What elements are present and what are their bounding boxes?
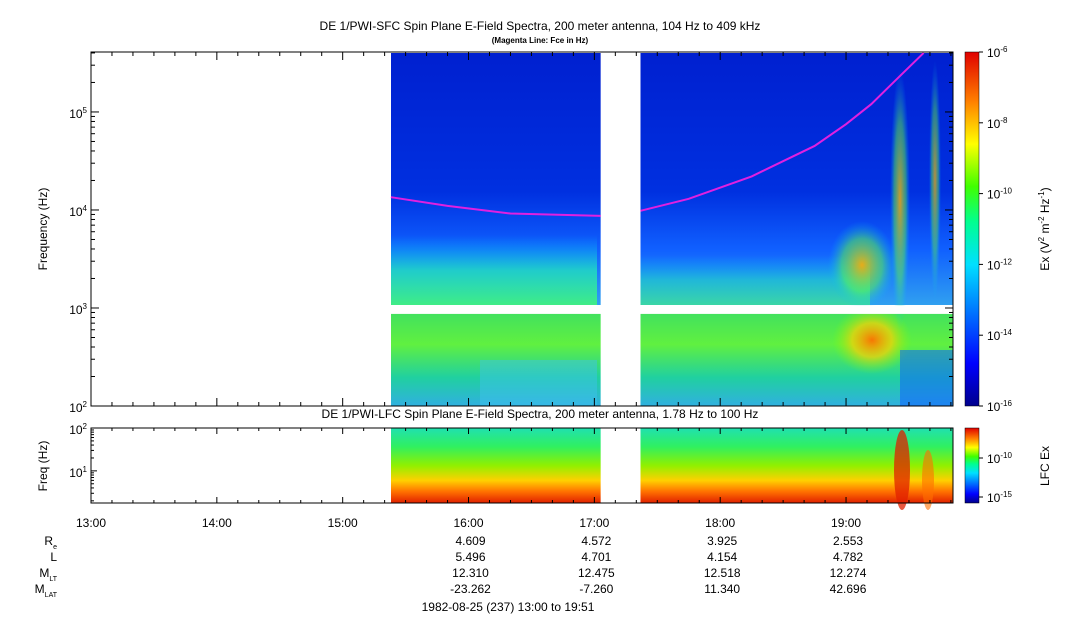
ephemeris-row-label: L xyxy=(50,550,57,564)
lfc-colorbar-ticks: 10-10 10-15 xyxy=(979,451,1012,505)
time-tick-label: 19:00 xyxy=(831,516,861,530)
ephemeris-value: 2.553 xyxy=(833,534,863,548)
time-tick-label: 16:00 xyxy=(454,516,484,530)
sfc-colorbar-tick-label: 10-12 xyxy=(987,257,1012,272)
ephemeris-row-label: MLT xyxy=(39,566,57,583)
lfc-colorbar-label: LFC Ex xyxy=(1038,446,1052,486)
lfc-y-tick-label: 101 xyxy=(69,465,87,480)
sfc-ylabel: Frequency (Hz) xyxy=(36,188,50,271)
ephemeris-value: 11.340 xyxy=(704,582,740,596)
sfc-emission-column-2 xyxy=(929,60,941,300)
date-label: 1982-08-25 (237) 13:00 to 19:51 xyxy=(422,600,595,614)
ephemeris-value: 4.154 xyxy=(707,550,737,564)
ephemeris-value: 5.496 xyxy=(456,550,486,564)
time-tick-label: 14:00 xyxy=(202,516,232,530)
lfc-y-ticks: 101 102 xyxy=(69,422,97,502)
sfc-colorbar-tick-label: 10-16 xyxy=(987,399,1012,414)
sfc-low-cyan-region xyxy=(480,360,597,405)
time-tick-label: 15:00 xyxy=(328,516,358,530)
lfc-colorbar-tick-label: 10-15 xyxy=(987,490,1012,505)
lfc-spectrogram xyxy=(391,428,953,510)
sfc-y-ticks: 102 103 104 105 xyxy=(69,52,953,415)
ephemeris-value: 4.572 xyxy=(581,534,611,548)
sfc-colorbar-tick-label: 10-10 xyxy=(987,187,1012,202)
sfc-y-tick-label: 104 xyxy=(69,204,87,219)
ephemeris-value: -23.262 xyxy=(450,582,491,596)
fce-line xyxy=(390,196,601,217)
sfc-noise-band xyxy=(391,235,597,305)
sfc-emission-column-1 xyxy=(890,70,910,330)
lfc-colorbar-tick-label: 10-10 xyxy=(987,451,1012,466)
ephemeris-table: Re 4.609 4.572 3.925 2.553 L 5.496 4.701 4.154 4.… xyxy=(35,534,867,599)
sfc-colorbar-tick-label: 10-14 xyxy=(987,328,1012,343)
ephemeris-value: -7.260 xyxy=(579,582,613,596)
fce-line-segment-2 xyxy=(640,52,925,212)
sfc-title: DE 1/PWI-SFC Spin Plane E-Field Spectra,… xyxy=(320,19,761,33)
ephemeris-value: 3.925 xyxy=(707,534,737,548)
ephemeris-value: 12.310 xyxy=(452,566,489,580)
sfc-colorbar xyxy=(964,51,980,407)
sfc-y-tick-label: 102 xyxy=(69,400,87,415)
ephemeris-row-label: MLAT xyxy=(35,582,58,599)
sfc-y-tick-label: 105 xyxy=(69,106,87,121)
lfc-title: DE 1/PWI-LFC Spin Plane E-Field Spectra,… xyxy=(322,407,759,421)
ephemeris-value: 12.475 xyxy=(578,566,615,580)
ephemeris-value: 12.518 xyxy=(704,566,741,580)
lfc-hot-spike-1 xyxy=(894,430,910,510)
sfc-hot-region-high xyxy=(828,221,896,309)
time-tick-label: 17:00 xyxy=(579,516,609,530)
sfc-y-tick-label: 103 xyxy=(69,302,87,317)
lfc-colorbar xyxy=(964,427,980,504)
sfc-colorbar-label: Ex (V2 m-2 Hz-1) xyxy=(1037,187,1052,270)
sfc-colorbar-ticks: 10-6 10-8 10-10 10-12 10-14 10-16 xyxy=(979,45,1012,414)
sfc-plot-frame xyxy=(90,51,954,407)
sfc-subtitle: (Magenta Line: Fce in Hz) xyxy=(492,36,589,45)
lfc-plot-frame xyxy=(90,427,954,504)
ephemeris-value: 4.609 xyxy=(456,534,486,548)
ephemeris-value: 42.696 xyxy=(830,582,867,596)
ephemeris-value: 4.701 xyxy=(581,550,611,564)
ephemeris-row-label: Re xyxy=(44,534,57,551)
sfc-low-blue-edge xyxy=(900,350,953,406)
ephemeris-value: 4.782 xyxy=(833,550,863,564)
sfc-colorbar-tick-label: 10-8 xyxy=(987,116,1008,131)
time-axis: 13:00 14:00 15:00 16:00 17:00 18:00 19:00 xyxy=(76,52,952,530)
sfc-hot-region-low xyxy=(832,306,912,374)
lfc-data-gap xyxy=(600,428,641,503)
lfc-ylabel: Freq (Hz) xyxy=(36,441,50,492)
sfc-spectrogram xyxy=(390,53,954,406)
lfc-hot-spike-2 xyxy=(922,450,934,510)
time-tick-label: 18:00 xyxy=(705,516,735,530)
sfc-data-gap xyxy=(600,52,641,406)
lfc-y-tick-label: 102 xyxy=(69,422,87,437)
sfc-band-gap xyxy=(390,305,954,314)
time-tick-label: 13:00 xyxy=(76,516,106,530)
sfc-colorbar-tick-label: 10-6 xyxy=(987,45,1008,60)
lfc-band xyxy=(391,428,953,503)
ephemeris-value: 12.274 xyxy=(830,566,867,580)
